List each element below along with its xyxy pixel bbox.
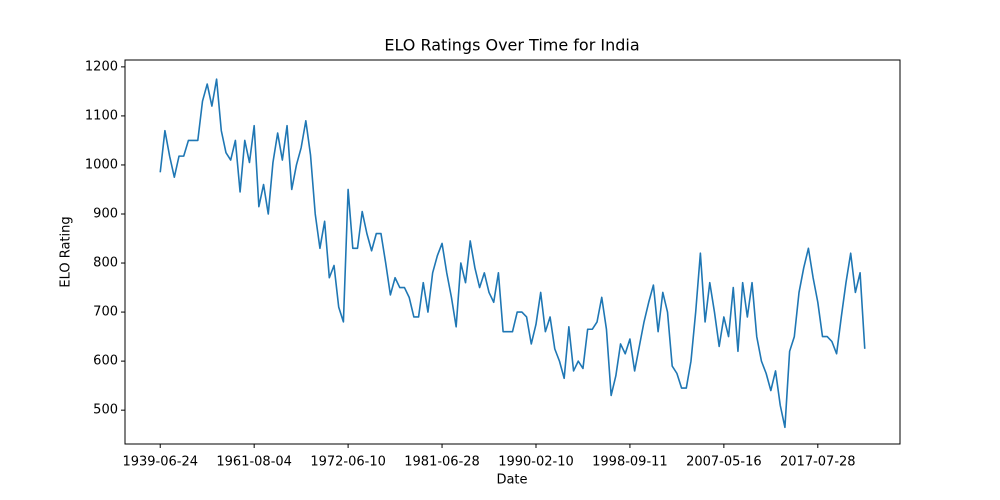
x-tick-label: 1972-06-10 [310,455,386,470]
x-tick-label: 2007-05-16 [686,455,762,470]
y-tick-label: 600 [93,354,118,369]
y-tick-label: 1000 [85,157,118,172]
x-tick-label: 1990-02-10 [498,455,574,470]
x-tick-label: 1961-08-04 [216,455,292,470]
x-tick-label: 1998-09-11 [592,455,668,470]
y-tick-label: 900 [93,206,118,221]
x-tick-label: 2017-07-28 [780,455,856,470]
data-line [159,78,866,429]
y-axis-label: ELO Rating [59,216,74,287]
x-tick-label: 1939-06-24 [122,455,198,470]
y-tick-label: 700 [93,305,118,320]
y-tick-label: 1100 [85,108,118,123]
y-tick-label: 1200 [85,59,118,74]
y-tick-label: 800 [93,256,118,271]
plot-frame [124,59,901,445]
x-tick-label: 1981-06-28 [404,455,480,470]
chart-title: ELO Ratings Over Time for India [384,36,639,55]
y-tick-label: 500 [93,403,118,418]
x-axis-label: Date [496,473,527,488]
